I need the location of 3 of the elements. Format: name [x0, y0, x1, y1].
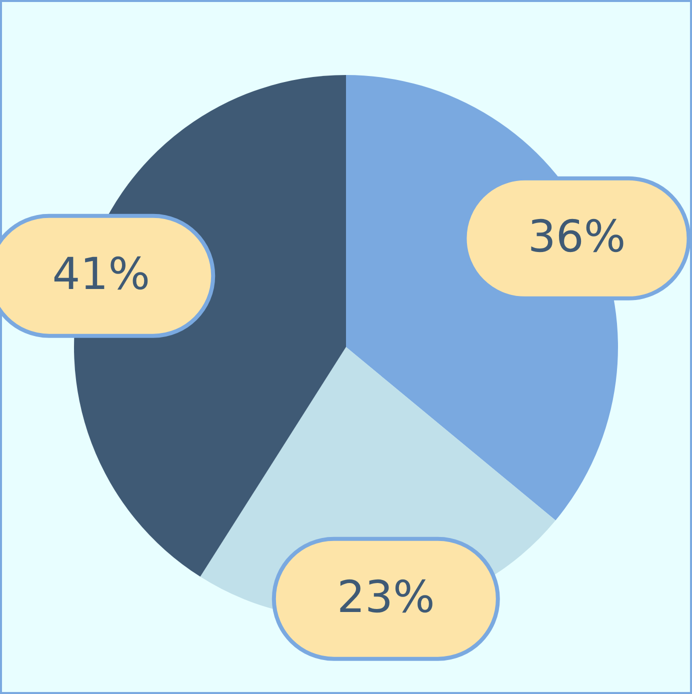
- data-label: 36%: [528, 211, 626, 262]
- data-label: 41%: [52, 248, 150, 300]
- data-label: 23%: [336, 572, 435, 623]
